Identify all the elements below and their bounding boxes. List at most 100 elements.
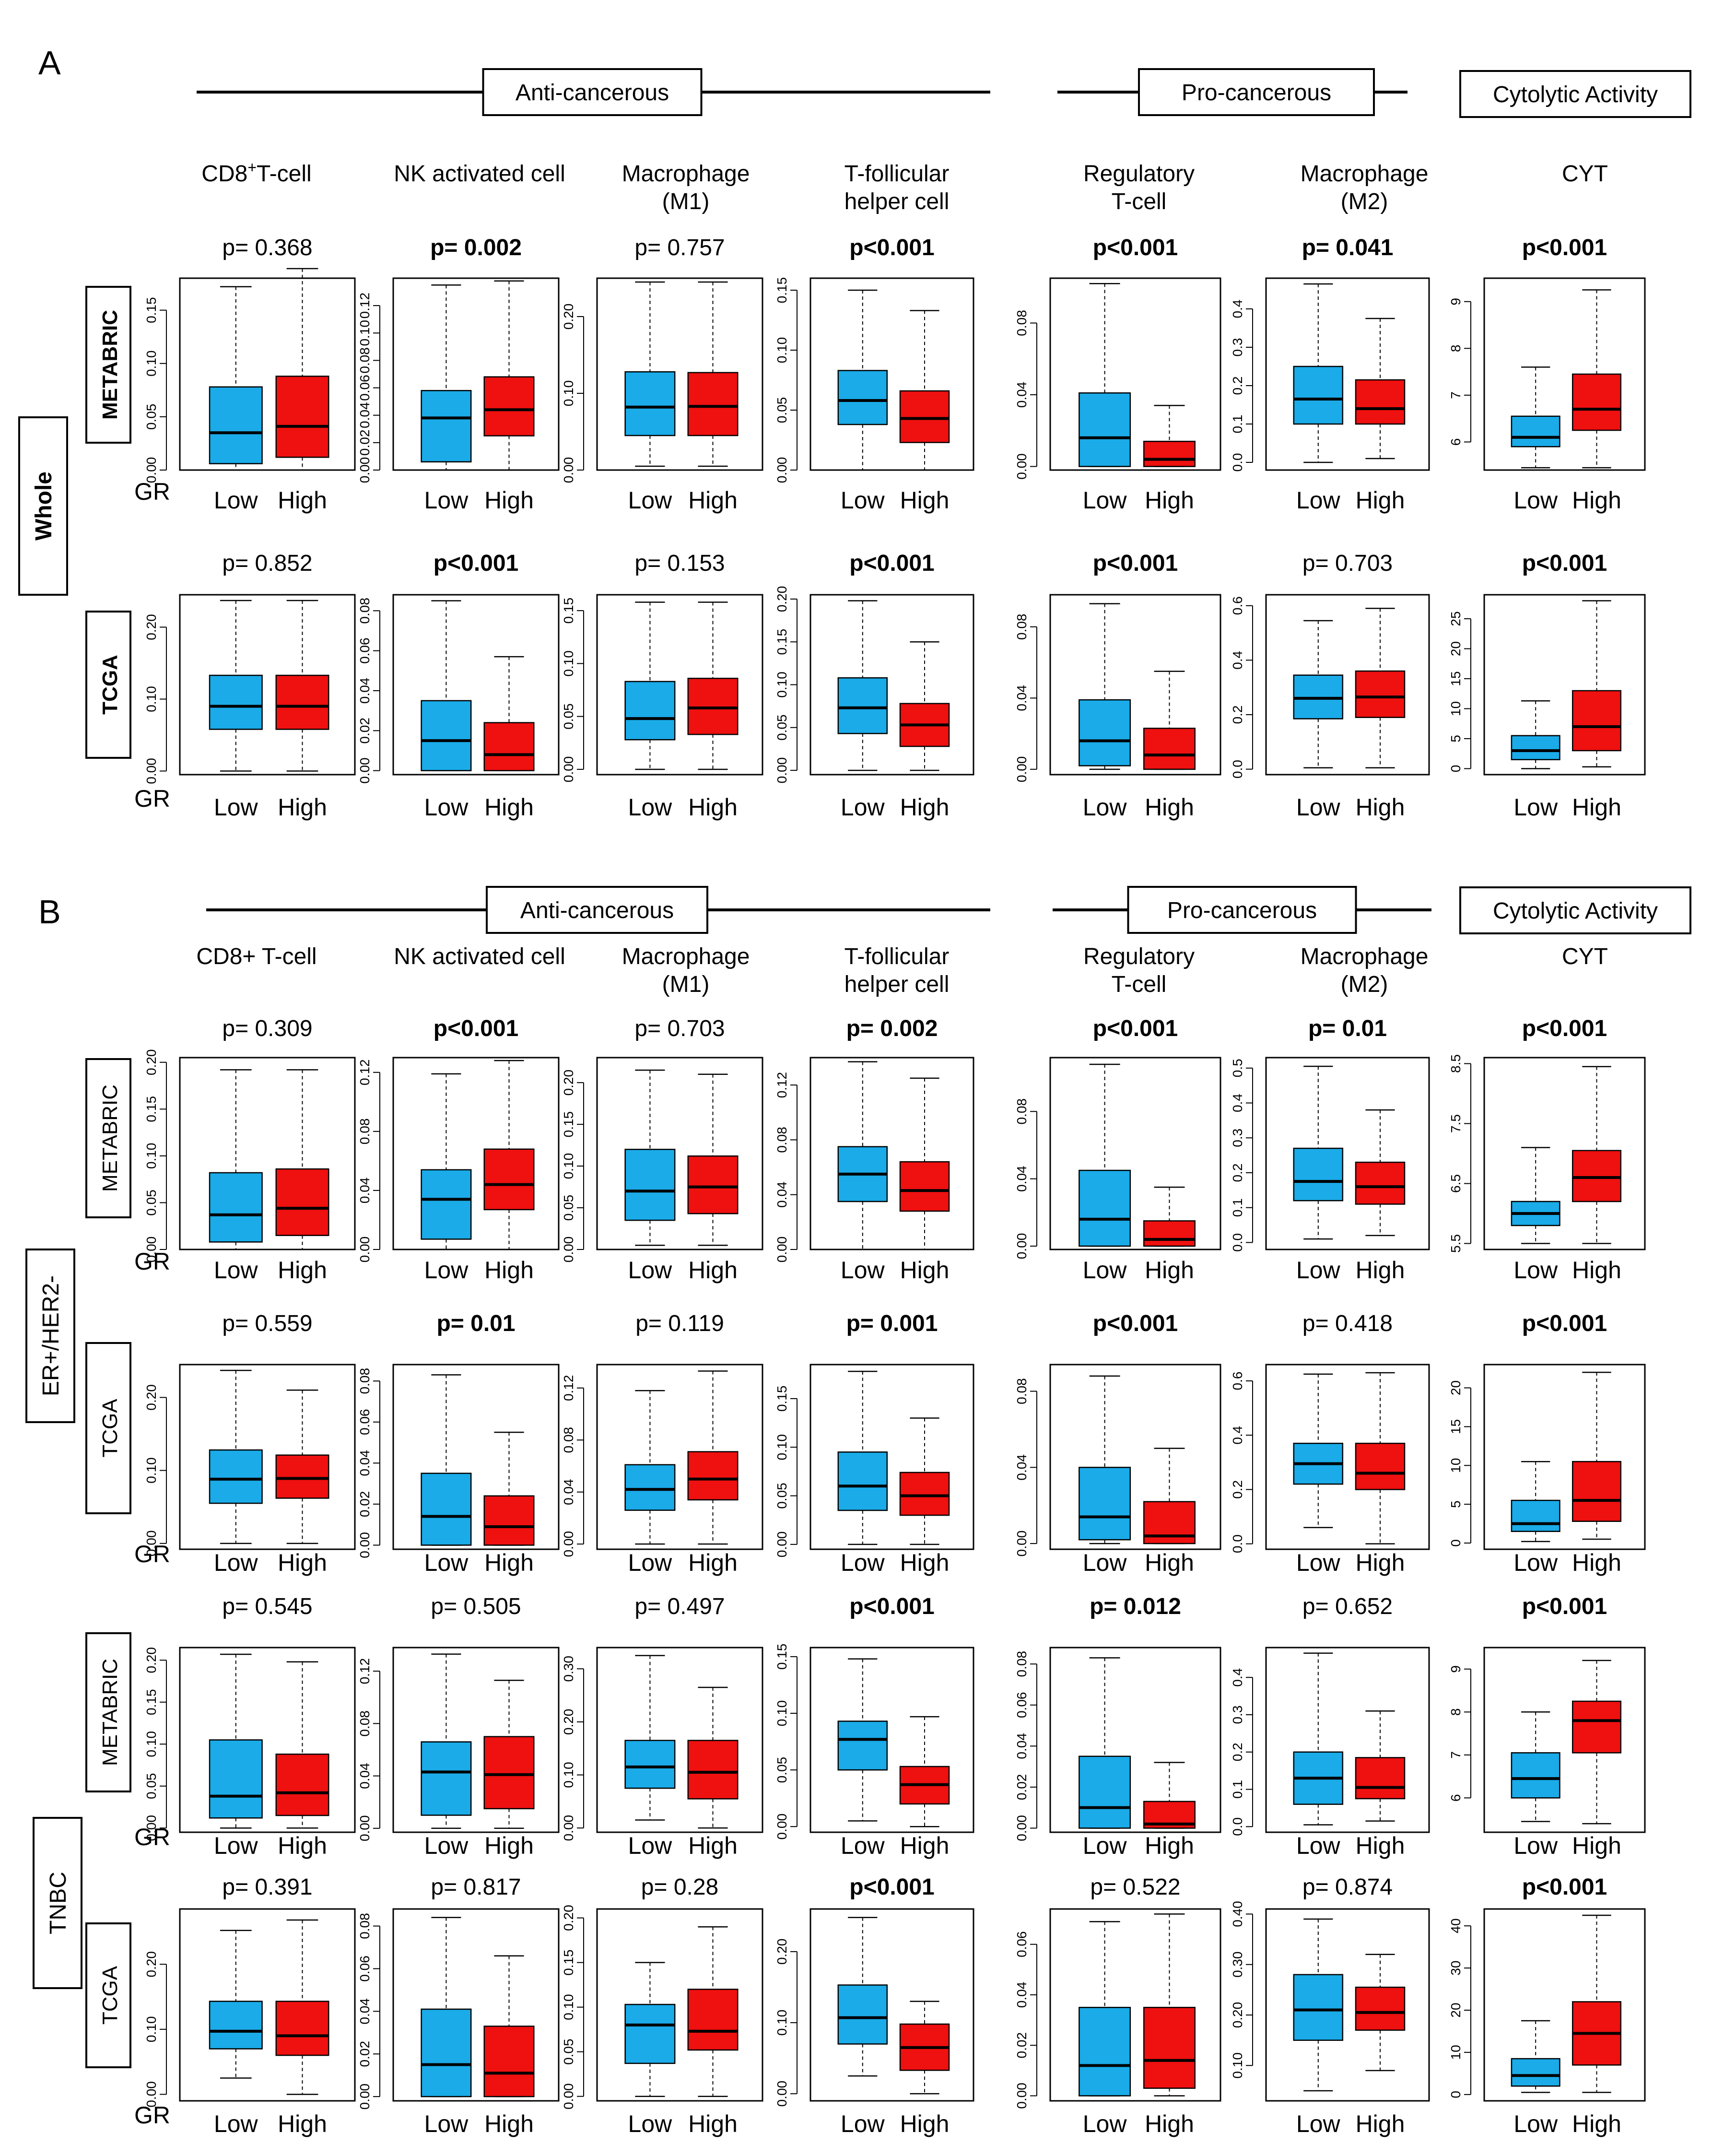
plot-frame — [809, 277, 974, 471]
group-label-box — [1127, 886, 1357, 934]
y-tick-label: 0.1 — [1230, 1780, 1245, 1799]
plot-frame — [596, 594, 763, 776]
p-value: p= 0.368 — [222, 235, 312, 260]
box-low: Low — [1511, 1711, 1560, 1859]
y-tick-label: 0.04 — [561, 1479, 576, 1505]
plot-frame — [596, 1057, 763, 1250]
y-tick-label: 0.00 — [774, 757, 789, 784]
y-tick-label: 0.20 — [561, 1709, 576, 1735]
category-label: Low — [214, 2110, 258, 2137]
box-high: High — [1572, 1660, 1621, 1859]
y-tick-label: 0.10 — [144, 1457, 159, 1484]
y-tick-label: 0.04 — [357, 1178, 372, 1204]
box-low: Low — [1511, 1461, 1560, 1576]
y-tick-label: 8 — [1448, 1708, 1463, 1716]
iqr-box — [1143, 440, 1196, 467]
category-label: Low — [1513, 1832, 1558, 1859]
boxplot-b-r0-c1: p<0.001 0.00 0.04 0.08 0.12 Low High — [357, 1016, 560, 1284]
y-tick-label: 0.08 — [357, 347, 372, 374]
box-low: Low — [209, 1369, 263, 1576]
box-low: Low — [624, 1655, 676, 1859]
iqr-box — [483, 1495, 535, 1546]
y-tick-label: 0.15 — [561, 1949, 576, 1976]
box-high: High — [483, 1955, 535, 2137]
dataset-label-box: TCGA — [85, 1922, 131, 2068]
y-tick-label: 0.20 — [561, 304, 576, 330]
boxplot-b-r2-c1: p= 0.505 0.00 0.04 0.08 0.12 Low High — [357, 1594, 560, 1859]
plot-frame — [1049, 277, 1221, 471]
group-label-box — [482, 68, 703, 116]
y-tick-label: 5 — [1448, 735, 1463, 742]
panel-letter: B — [38, 893, 61, 931]
plot-frame — [392, 1647, 560, 1833]
box-high: High — [483, 656, 535, 821]
p-value: p= 0.01 — [436, 1311, 515, 1336]
boxplot-b-r0-c2: p= 0.703 0.00 0.05 0.10 0.15 0.20 Low High — [561, 1016, 763, 1284]
iqr-box — [421, 700, 472, 771]
iqr-box — [687, 372, 739, 436]
column-title: CD8+ T-cell — [196, 944, 317, 969]
y-tick-label: 0.06 — [357, 375, 372, 401]
category-label: Low — [214, 794, 258, 821]
iqr-box — [483, 2026, 535, 2097]
y-tick-label: 0.00 — [774, 457, 789, 483]
y-tick-label: 0.00 — [1014, 1815, 1029, 1841]
box-high: High — [1355, 1109, 1406, 1284]
p-value: p<0.001 — [1522, 551, 1607, 576]
iqr-box — [1572, 1700, 1621, 1754]
y-tick-label: 0.12 — [357, 1658, 372, 1685]
category-label: Low — [214, 487, 258, 514]
boxplot-b-r1-c3: p= 0.001 0.00 0.05 0.10 0.15 Low High — [774, 1311, 974, 1576]
y-tick-label: 0.08 — [774, 1127, 789, 1153]
box-high: High — [483, 1680, 535, 1859]
y-tick-label: 0.2 — [1230, 1743, 1245, 1761]
y-tick-label: 0.04 — [1014, 685, 1029, 711]
y-tick-label: 0.00 — [774, 2081, 789, 2107]
box-high: High — [687, 1686, 739, 1859]
category-label: Low — [1296, 1257, 1341, 1284]
iqr-box — [275, 1168, 329, 1236]
y-tick-label: 0.10 — [561, 1153, 576, 1179]
cytolytic-box — [1459, 70, 1691, 118]
box-high: High — [1355, 1954, 1406, 2137]
category-label: Low — [424, 1549, 469, 1576]
cohort-label-box: Whole — [18, 416, 68, 596]
dataset-box — [85, 1342, 131, 1514]
iqr-box — [1355, 1986, 1406, 2031]
box-low: Low — [421, 1374, 472, 1576]
y-tick-label: 0.12 — [561, 1375, 576, 1402]
iqr-box — [1511, 2058, 1560, 2087]
p-value: p= 0.01 — [1308, 1016, 1387, 1041]
plot-frame — [1483, 1057, 1646, 1250]
y-tick-label: 0.06 — [357, 1956, 372, 1982]
p-value: p= 0.391 — [222, 1874, 312, 1900]
y-tick-label: 0.08 — [357, 598, 372, 624]
plot-frame — [1265, 1057, 1430, 1250]
y-tick-label: 0.15 — [774, 277, 789, 304]
plot-frame — [179, 1647, 356, 1833]
box-high: High — [1572, 600, 1621, 821]
category-label: High — [1572, 487, 1621, 514]
column-title: helper cell — [844, 972, 950, 997]
boxplot-a-r0-c5: p= 0.041 0.0 0.1 0.2 0.3 0.4 Low High — [1230, 235, 1430, 514]
iqr-box — [1355, 670, 1406, 718]
box-high: High — [1143, 405, 1196, 514]
category-label: High — [484, 1257, 534, 1284]
p-value: p= 0.703 — [1302, 551, 1393, 576]
y-tick-label: 0.00 — [1014, 1531, 1029, 1557]
y-tick-label: 0.10 — [144, 686, 159, 712]
box-high: High — [275, 1390, 329, 1576]
boxplot-a-r0-c2: p= 0.757 0.00 0.10 0.20 Low High — [561, 235, 763, 514]
y-tick-label: 0.12 — [357, 293, 372, 319]
y-tick-label: 0.2 — [1230, 377, 1245, 395]
box-low: Low — [837, 1370, 888, 1576]
plot-frame — [809, 1364, 974, 1550]
y-tick-label: 0.06 — [357, 637, 372, 664]
column-title: T-cell — [1112, 189, 1167, 214]
dataset-label: TCGA — [98, 655, 122, 715]
iqr-box — [1079, 1467, 1131, 1541]
p-value: p= 0.002 — [430, 235, 522, 260]
category-label: Low — [1513, 487, 1558, 514]
y-tick-label: 0.04 — [1014, 1166, 1029, 1192]
